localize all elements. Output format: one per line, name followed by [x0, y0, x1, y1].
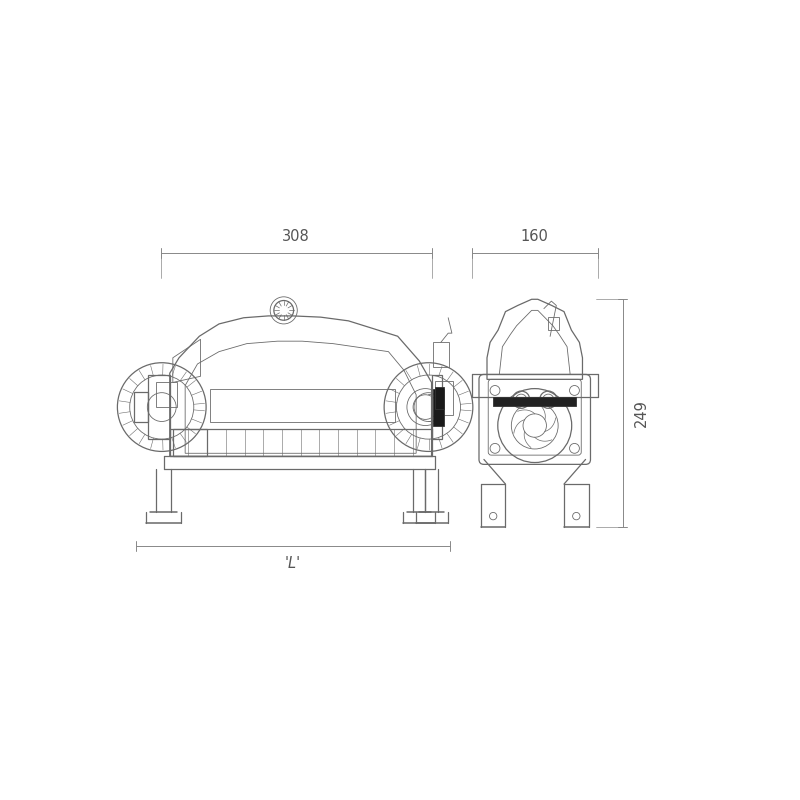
- Polygon shape: [434, 386, 444, 409]
- Bar: [173, 429, 206, 456]
- Bar: [156, 382, 178, 407]
- Text: 160: 160: [521, 230, 549, 245]
- Text: 308: 308: [282, 230, 310, 245]
- Polygon shape: [433, 389, 444, 426]
- Bar: [210, 389, 394, 422]
- Polygon shape: [493, 397, 576, 406]
- Bar: [548, 317, 558, 330]
- Text: 249: 249: [634, 399, 649, 427]
- Bar: [433, 342, 449, 367]
- Text: 'L': 'L': [285, 555, 301, 570]
